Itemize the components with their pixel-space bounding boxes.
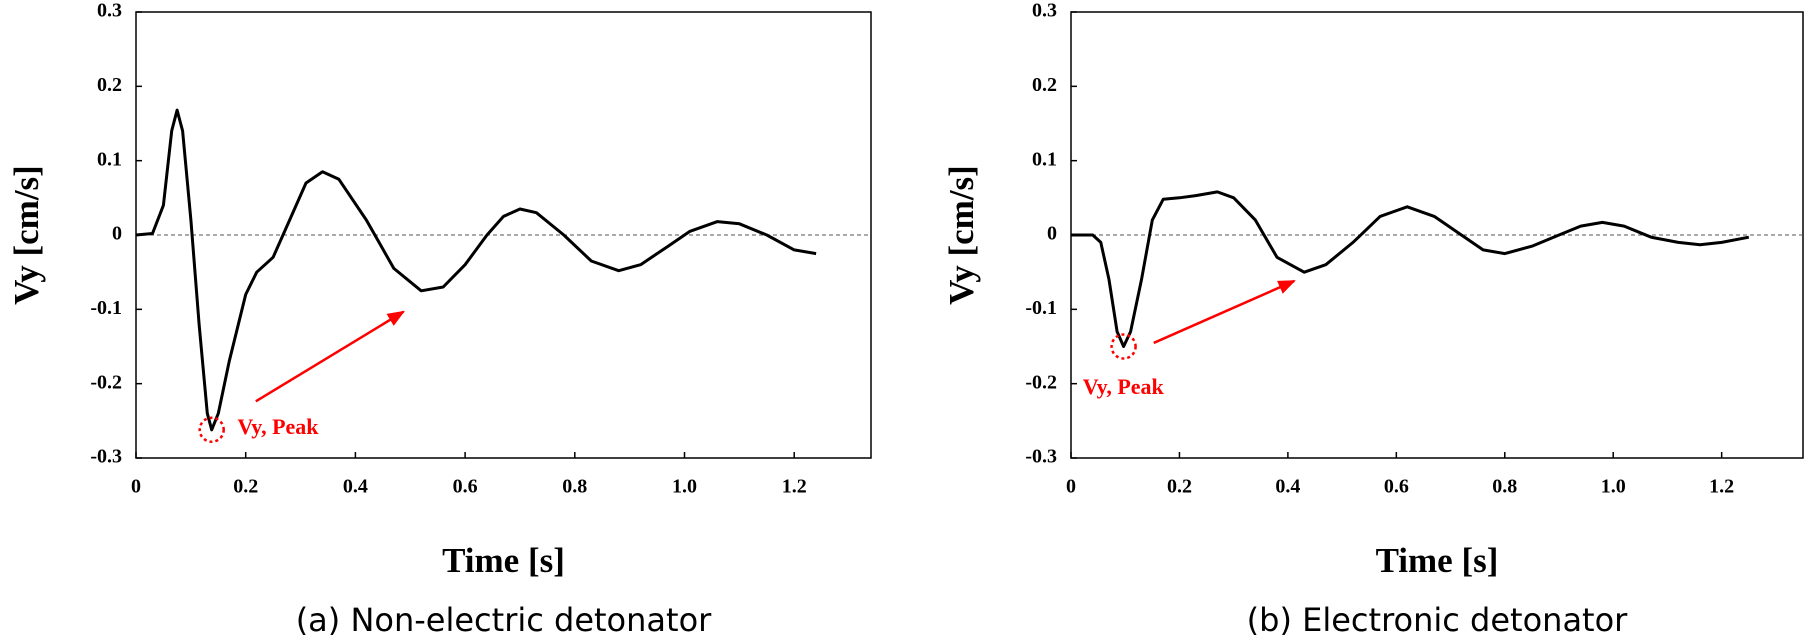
y-tick-label: 0.1: [1032, 148, 1057, 170]
peak-circle: [1110, 333, 1137, 360]
y-tick-label: 0.2: [97, 74, 122, 96]
y-tick-label: 0: [1047, 223, 1057, 245]
y-axis-title: Vy [cm/s]: [7, 165, 46, 305]
annotation-arrow: [1153, 279, 1296, 345]
x-tick-label: 0.8: [1492, 476, 1517, 498]
y-tick-label: 0.1: [97, 148, 122, 170]
y-tick-label: -0.1: [90, 297, 122, 319]
caption: (b) Electronic detonator: [1247, 601, 1629, 639]
y-tick-label: -0.2: [1025, 371, 1057, 393]
panel: -0.3 -0.2 -0.1 0 0.1 0.2 0.3 0 0.2 0.4 0.6 0.8 1.0 1.…: [942, 0, 1804, 639]
peak-circle: [198, 416, 225, 444]
y-axis-title: Vy [cm/s]: [942, 165, 981, 305]
y-tick-label: -0.2: [90, 371, 122, 393]
annotation: Vy, Peak: [237, 414, 319, 439]
panel: -0.3 -0.2 -0.1 0 0.1 0.2 0.3 0 0.2 0.4 0.6 0.8 1.0 1.…: [7, 0, 872, 639]
y-tick-label: 0.2: [1032, 74, 1057, 96]
y-tick-label: -0.3: [90, 446, 122, 468]
x-tick-label: 0.2: [233, 476, 258, 498]
x-tick-label: 0.8: [562, 476, 587, 498]
y-tick-label: 0: [112, 223, 122, 245]
x-tick-label: 0.4: [343, 476, 368, 498]
x-tick-label: 0: [1066, 476, 1076, 498]
caption: (a) Non-electric detonator: [296, 601, 712, 639]
x-axis-title: Time [s]: [442, 541, 565, 580]
y-tick-label: -0.1: [1025, 297, 1057, 319]
x-tick-label: 0.6: [1384, 476, 1409, 498]
x-tick-label: 1.2: [782, 476, 807, 498]
data-line: [135, 108, 817, 432]
annotation-arrow: [255, 310, 406, 403]
x-tick-label: 0.2: [1167, 476, 1192, 498]
y-tick-label: 0.3: [1032, 0, 1057, 22]
x-tick-label: 1.0: [1601, 476, 1626, 498]
data-line: [1071, 190, 1750, 348]
x-tick-label: 0.6: [453, 476, 478, 498]
y-tick-label: -0.3: [1025, 446, 1057, 468]
x-axis-title: Time [s]: [1376, 541, 1499, 580]
y-tick-label: 0.3: [97, 0, 122, 22]
annotation: Vy, Peak: [1083, 374, 1165, 399]
x-tick-label: 1.0: [672, 476, 697, 498]
x-tick-label: 1.2: [1709, 476, 1734, 498]
x-tick-label: 0: [131, 476, 141, 498]
x-tick-label: 0.4: [1275, 476, 1300, 498]
